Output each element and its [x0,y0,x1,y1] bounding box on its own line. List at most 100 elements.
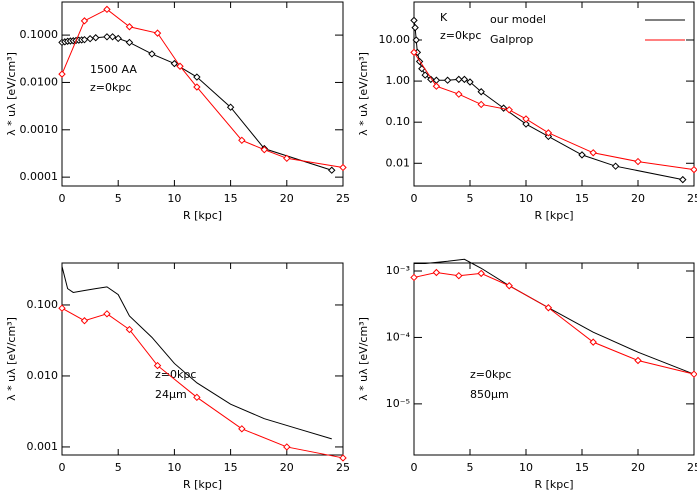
data-line [61,307,344,459]
data-line [414,258,695,375]
data-point [125,38,134,47]
data-point [505,282,513,290]
data-point [410,16,418,25]
x-tick-label: 0 [411,192,418,205]
data-point [412,36,420,44]
data-point [505,106,513,114]
data-point [477,88,485,96]
data-point [455,75,463,84]
y-tick-label: 0.0001 [20,170,59,183]
y-tick-label: 10⁻⁴ [386,330,411,343]
data-line [61,36,332,171]
annotation: 1500 AA [90,63,137,76]
x-tick-label: 10 [167,192,181,205]
data-point [108,33,117,41]
x-tick-label: 25 [687,461,697,474]
data-point [421,71,429,79]
data-point [411,23,419,32]
plot-frame [61,262,344,456]
data-point [238,425,246,433]
data-point [283,443,291,451]
legend-label: our model [490,13,546,26]
data-point [193,83,201,91]
y-axis-label: λ * uλ [eV/cm³] [357,317,370,401]
data-point [80,17,89,25]
data-point [153,29,162,37]
data-point [58,70,66,78]
data-point [432,268,441,277]
data-point [634,356,642,365]
data-point [339,454,347,462]
data-point [427,75,435,84]
annotation: z=0kpc [470,368,511,381]
x-tick-label: 5 [115,461,122,474]
data-point [522,115,530,123]
data-point [544,304,553,312]
data-point [589,149,597,157]
legend-label: Galprop [490,33,533,46]
data-point [114,34,122,43]
y-tick-label: 0.1000 [20,28,59,41]
annotation: z=0kpc [155,368,196,381]
x-tick-label: 10 [519,461,533,474]
data-point [283,154,291,163]
data-point [92,34,100,42]
y-tick-label: 10⁻³ [386,264,410,277]
annotation: z=0kpc [90,81,131,94]
data-point [460,75,469,84]
data-point [410,48,418,57]
annotation: 24μm [155,388,187,401]
data-point [238,136,246,145]
data-point [170,59,179,68]
x-tick-label: 10 [167,461,181,474]
data-point [103,33,111,41]
data-line [61,266,332,440]
data-point [499,104,508,112]
x-tick-label: 25 [687,192,697,205]
data-point [260,145,269,154]
data-line [413,52,695,171]
data-point [455,271,463,280]
x-tick-label: 0 [59,461,66,474]
annotation: K [440,11,448,24]
data-point [432,82,441,90]
x-tick-label: 5 [467,192,474,205]
x-axis-label: R [kpc] [534,478,573,491]
x-tick-label: 5 [467,461,474,474]
x-axis-label: R [kpc] [183,478,222,491]
data-point [125,23,134,31]
plot-frame [413,1,695,187]
y-tick-label: 0.01 [386,156,411,169]
data-point [148,50,156,58]
x-tick-label: 15 [575,192,589,205]
data-line [413,271,695,375]
x-tick-label: 25 [336,192,350,205]
data-point [410,273,418,282]
x-tick-label: 20 [631,192,645,205]
x-tick-label: 0 [411,461,418,474]
data-point [226,103,235,111]
data-point [544,129,553,137]
y-tick-label: 10⁻⁵ [386,397,410,410]
y-axis-label: λ * uλ [eV/cm³] [5,317,18,401]
x-tick-label: 15 [224,192,238,205]
data-point [193,393,201,402]
y-tick-label: 0.001 [27,440,59,453]
x-tick-label: 20 [280,461,294,474]
annotation: z=0kpc [440,29,481,42]
y-tick-label: 10.00 [379,33,411,46]
data-point [103,5,111,14]
data-point [589,338,597,346]
x-tick-label: 10 [519,192,533,205]
data-point [634,157,642,166]
data-point [455,90,463,98]
data-point [125,325,134,334]
data-point [477,269,485,278]
x-tick-label: 15 [575,461,589,474]
data-point [176,62,184,70]
annotation: 850μm [470,388,509,401]
data-point [611,162,620,170]
plot-frame [61,1,344,187]
x-tick-label: 20 [280,192,294,205]
